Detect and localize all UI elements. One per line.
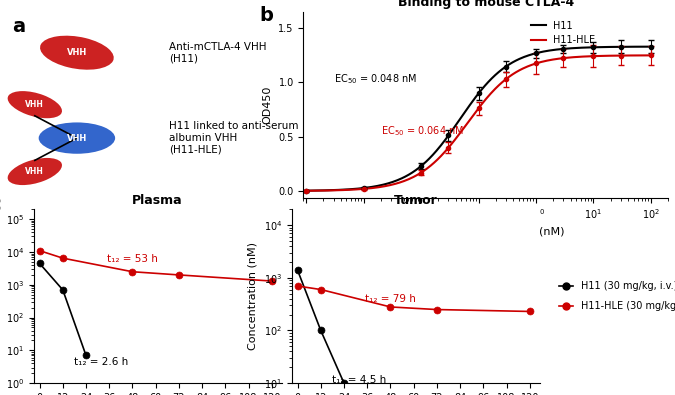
Legend: H11, H11-HLE: H11, H11-HLE xyxy=(527,17,599,49)
Text: t₁₂ = 79 h: t₁₂ = 79 h xyxy=(365,294,416,304)
Ellipse shape xyxy=(39,35,115,71)
Text: t₁₂ = 2.6 h: t₁₂ = 2.6 h xyxy=(74,357,129,367)
Text: H11 linked to anti-serum
albumin VHH
(H11-HLE): H11 linked to anti-serum albumin VHH (H1… xyxy=(169,122,299,155)
Text: EC$_{50}$ = 0.048 nM: EC$_{50}$ = 0.048 nM xyxy=(333,72,416,86)
Ellipse shape xyxy=(38,121,116,155)
Text: VHH: VHH xyxy=(26,100,45,109)
Text: b: b xyxy=(260,6,273,25)
Ellipse shape xyxy=(7,157,63,186)
Text: c: c xyxy=(0,196,1,214)
Text: a: a xyxy=(12,17,26,36)
Title: Binding to mouse CTLA-4: Binding to mouse CTLA-4 xyxy=(398,0,574,9)
Text: VHH: VHH xyxy=(67,48,87,57)
Text: VHH: VHH xyxy=(67,134,87,143)
Title: Plasma: Plasma xyxy=(132,194,183,207)
Legend: H11 (30 mg/kg, i.v.), H11-HLE (30 mg/kg, i.v.): H11 (30 mg/kg, i.v.), H11-HLE (30 mg/kg,… xyxy=(555,278,675,315)
Y-axis label: OD450: OD450 xyxy=(263,85,273,124)
Y-axis label: Concentration (nM): Concentration (nM) xyxy=(248,242,258,350)
Title: Tumor: Tumor xyxy=(394,194,437,207)
Text: t₁₂ = 4.5 h: t₁₂ = 4.5 h xyxy=(332,375,387,385)
Ellipse shape xyxy=(7,90,63,119)
Text: VHH: VHH xyxy=(26,167,45,176)
Text: t₁₂ = 53 h: t₁₂ = 53 h xyxy=(107,254,158,264)
Text: EC$_{50}$ = 0.064 nM: EC$_{50}$ = 0.064 nM xyxy=(381,124,464,138)
Text: Anti-mCTLA-4 VHH
(H11): Anti-mCTLA-4 VHH (H11) xyxy=(169,42,267,64)
X-axis label: Concentration of drugs (nM): Concentration of drugs (nM) xyxy=(407,227,564,237)
